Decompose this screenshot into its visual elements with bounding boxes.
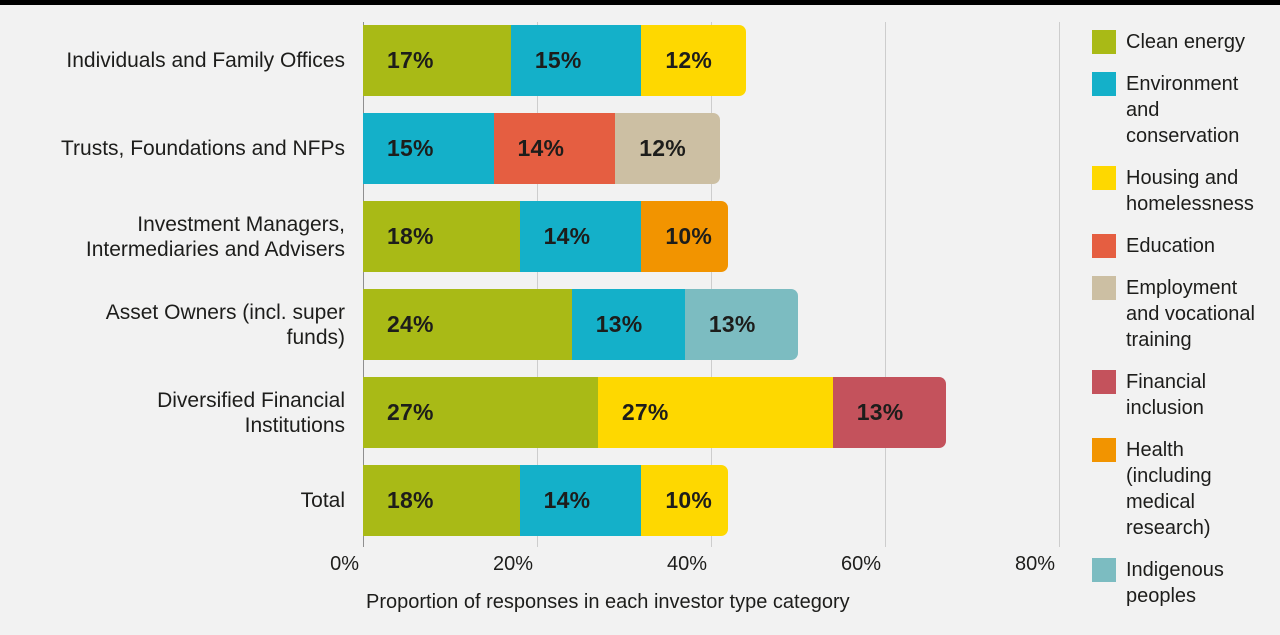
legend-item: Indigenous peoples	[1092, 557, 1274, 609]
legend-item: Environment and conservation	[1092, 71, 1274, 149]
bar-segment: 27%	[597, 377, 833, 448]
segment-value-label: 18%	[387, 487, 434, 513]
legend-item: Employment and vocational training	[1092, 275, 1274, 353]
bar-segment: 14%	[519, 465, 642, 536]
bar-track: 24% 13% 13%	[363, 289, 798, 360]
bar-row: Trusts, Foundations and NFPs 15% 14% 12%	[0, 113, 1280, 184]
category-label: Total	[300, 489, 345, 512]
bar-row: Individuals and Family Offices 17% 15% 12%	[0, 25, 1280, 96]
legend-label: Indigenous peoples	[1126, 559, 1224, 607]
bar-track: 18% 14% 10%	[363, 201, 729, 272]
bar-segment: 15%	[510, 25, 642, 96]
x-tick-label: 0%	[330, 553, 359, 575]
legend-swatch	[1092, 234, 1116, 258]
legend-item: Housing and homelessness	[1092, 165, 1274, 217]
x-tick-label: 60%	[840, 553, 881, 575]
legend-label: Employment and vocational training	[1126, 277, 1255, 351]
segment-value-label: 13%	[595, 311, 643, 337]
legend-label: Financial inclusion	[1126, 371, 1207, 419]
category-label: Individuals and Family Offices	[66, 49, 345, 72]
bar-row: Total 18% 14% 10%	[0, 465, 1280, 536]
bar-segment: 13%	[832, 377, 946, 448]
x-axis-title: Proportion of responses in each investor…	[366, 591, 850, 613]
gridline	[711, 22, 712, 547]
bar-segment: 10%	[641, 201, 729, 272]
bar-segment: 18%	[363, 465, 520, 536]
x-axis: 0% 20% 40% 60% 80%	[330, 553, 1063, 577]
segment-value-label: 15%	[534, 47, 582, 73]
category-label: Diversified Financial Institutions	[157, 388, 345, 437]
gridline	[885, 22, 886, 547]
legend-swatch	[1092, 438, 1116, 462]
segment-value-label: 13%	[708, 311, 756, 337]
x-tick-label: 80%	[1014, 553, 1055, 575]
bar-segment: 12%	[615, 113, 720, 184]
bar-row: Asset Owners (incl. super funds) 24% 13% 13…	[0, 289, 1280, 360]
bar-track: 27% 27% 13%	[363, 377, 946, 448]
category-label: Trusts, Foundations and NFPs	[60, 137, 345, 160]
segment-value-label: 24%	[387, 311, 434, 337]
segment-value-label: 12%	[665, 47, 713, 73]
segment-value-label: 10%	[665, 223, 713, 249]
bar-track: 18% 14% 10%	[363, 465, 729, 536]
bar-row: Investment Managers, Intermediaries and …	[0, 201, 1280, 272]
gridline	[1059, 22, 1060, 547]
legend-item: Health (including medical research)	[1092, 437, 1274, 541]
legend-swatch	[1092, 72, 1116, 96]
bar-segment: 27%	[363, 377, 598, 448]
segment-value-label: 17%	[387, 47, 434, 73]
legend-label: Environment and conservation	[1126, 73, 1240, 147]
bar-track: 15% 14% 12%	[363, 113, 720, 184]
segment-value-label: 13%	[856, 399, 904, 425]
segment-value-label: 10%	[665, 487, 713, 513]
legend-label: Health (including medical research)	[1126, 439, 1212, 539]
bar-segment: 14%	[519, 201, 642, 272]
legend-item: Clean energy	[1092, 29, 1274, 55]
top-border-bar	[0, 0, 1280, 5]
bar-segment: 10%	[641, 465, 729, 536]
segment-value-label: 27%	[387, 399, 434, 425]
gridline	[537, 22, 538, 547]
bar-track: 17% 15% 12%	[363, 25, 746, 96]
legend-label: Clean energy	[1126, 31, 1245, 53]
stacked-bar-chart: Individuals and Family Offices 17% 15% 12% T…	[0, 5, 1280, 635]
legend: Clean energy Environment and conservation…	[1092, 29, 1274, 609]
bar-segment: 12%	[641, 25, 746, 96]
bar-segment: 18%	[363, 201, 520, 272]
segment-value-label: 12%	[639, 135, 686, 161]
bar-segment: 15%	[363, 113, 494, 184]
category-label: Asset Owners (incl. super funds)	[105, 300, 345, 349]
y-axis-line	[363, 22, 364, 547]
category-label: Investment Managers, Intermediaries and …	[85, 212, 345, 261]
segment-value-label: 27%	[621, 399, 669, 425]
segment-value-label: 14%	[543, 223, 591, 249]
bar-row: Diversified Financial Institutions 27% 27%…	[0, 377, 1280, 448]
legend-swatch	[1092, 276, 1116, 300]
bar-segment: 24%	[363, 289, 572, 360]
legend-swatch	[1092, 370, 1116, 394]
segment-value-label: 14%	[517, 135, 565, 161]
gridlines	[363, 22, 1063, 547]
x-tick-label: 20%	[492, 553, 533, 575]
segment-value-label: 18%	[387, 223, 434, 249]
bar-segment: 14%	[493, 113, 616, 184]
bar-segment: 13%	[684, 289, 798, 360]
legend-item: Financial inclusion	[1092, 369, 1274, 421]
segment-value-label: 14%	[543, 487, 591, 513]
legend-swatch	[1092, 558, 1116, 582]
bar-segment: 13%	[571, 289, 685, 360]
segment-value-label: 15%	[387, 135, 434, 161]
legend-item: Education	[1092, 233, 1274, 259]
legend-swatch	[1092, 30, 1116, 54]
legend-label: Education	[1126, 235, 1215, 257]
legend-swatch	[1092, 166, 1116, 190]
bar-segment: 17%	[363, 25, 511, 96]
legend-label: Housing and homelessness	[1126, 167, 1254, 215]
x-tick-label: 40%	[666, 553, 707, 575]
